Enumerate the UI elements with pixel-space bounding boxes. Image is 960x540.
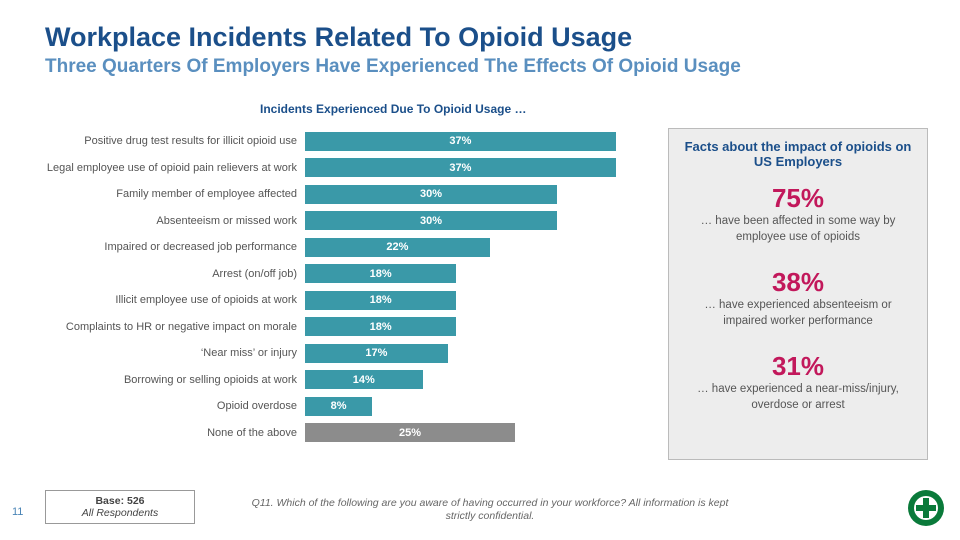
- chart-row-label: Opioid overdose: [45, 400, 305, 412]
- bar-fill: 30%: [305, 185, 557, 204]
- chart-row-label: ‘Near miss’ or injury: [45, 347, 305, 359]
- chart-row-label: Complaints to HR or negative impact on m…: [45, 321, 305, 333]
- chart-row: Opioid overdose 8%: [45, 393, 641, 420]
- bar-fill: 37%: [305, 132, 616, 151]
- chart-row-label: Impaired or decreased job performance: [45, 241, 305, 253]
- base-box: Base: 526 All Respondents: [45, 490, 195, 524]
- bar-track: 18%: [305, 317, 641, 336]
- bar-fill: 25%: [305, 423, 515, 442]
- chart-row: Arrest (on/off job) 18%: [45, 261, 641, 288]
- bar-track: 30%: [305, 185, 641, 204]
- bar-track: 18%: [305, 291, 641, 310]
- bar-value: 37%: [449, 135, 471, 147]
- bar-track: 17%: [305, 344, 641, 363]
- chart-row: Illicit employee use of opioids at work 1…: [45, 287, 641, 314]
- chart-row-label: Absenteeism or missed work: [45, 215, 305, 227]
- chart-row: Positive drug test results for illicit o…: [45, 128, 641, 155]
- bar-fill: 37%: [305, 158, 616, 177]
- bar-fill: 30%: [305, 211, 557, 230]
- bar-value: 25%: [399, 427, 421, 439]
- sidebar-title: Facts about the impact of opioids on US …: [683, 139, 913, 169]
- chart-row-label: Legal employee use of opioid pain reliev…: [45, 162, 305, 174]
- page-number: 11: [12, 506, 23, 518]
- bar-track: 25%: [305, 423, 641, 442]
- bar-value: 18%: [370, 321, 392, 333]
- chart-row: Family member of employee affected 30%: [45, 181, 641, 208]
- bar-fill: 22%: [305, 238, 490, 257]
- bar-value: 8%: [331, 400, 347, 412]
- slide-subtitle: Three Quarters Of Employers Have Experie…: [45, 56, 741, 78]
- fact-percent: 31%: [683, 351, 913, 382]
- bar-fill: 14%: [305, 370, 423, 389]
- chart-row: Complaints to HR or negative impact on m…: [45, 314, 641, 341]
- bar-value: 17%: [365, 347, 387, 359]
- chart-row-label: Positive drug test results for illicit o…: [45, 135, 305, 147]
- bar-value: 22%: [386, 241, 408, 253]
- chart-title: Incidents Experienced Due To Opioid Usag…: [260, 102, 527, 116]
- bar-fill: 17%: [305, 344, 448, 363]
- fact-text: … have experienced a near-miss/injury, o…: [683, 382, 913, 413]
- bar-track: 14%: [305, 370, 641, 389]
- chart-row: Borrowing or selling opioids at work 14%: [45, 367, 641, 394]
- fact-text: … have experienced absenteeism or impair…: [683, 298, 913, 329]
- bar-value: 30%: [420, 215, 442, 227]
- base-line2: All Respondents: [52, 507, 188, 519]
- bar-value: 37%: [449, 162, 471, 174]
- bar-value: 18%: [370, 268, 392, 280]
- fact: 31%… have experienced a near-miss/injury…: [683, 351, 913, 413]
- chart-row-label: Borrowing or selling opioids at work: [45, 374, 305, 386]
- footnote: Q11. Which of the following are you awar…: [250, 497, 730, 524]
- chart-row-label: Arrest (on/off job): [45, 268, 305, 280]
- bar-track: 37%: [305, 158, 641, 177]
- bar-value: 14%: [353, 374, 375, 386]
- bar-chart: Positive drug test results for illicit o…: [45, 128, 641, 446]
- base-line1: Base: 526: [52, 495, 188, 507]
- chart-row: None of the above 25%: [45, 420, 641, 447]
- chart-row: Absenteeism or missed work 30%: [45, 208, 641, 235]
- bar-track: 22%: [305, 238, 641, 257]
- bar-track: 30%: [305, 211, 641, 230]
- chart-row: Legal employee use of opioid pain reliev…: [45, 155, 641, 182]
- chart-row-label: None of the above: [45, 427, 305, 439]
- fact-percent: 75%: [683, 183, 913, 214]
- bar-fill: 8%: [305, 397, 372, 416]
- chart-row: Impaired or decreased job performance 22%: [45, 234, 641, 261]
- bar-track: 18%: [305, 264, 641, 283]
- bar-track: 8%: [305, 397, 641, 416]
- bar-fill: 18%: [305, 291, 456, 310]
- bar-value: 30%: [420, 188, 442, 200]
- bar-fill: 18%: [305, 264, 456, 283]
- fact-percent: 38%: [683, 267, 913, 298]
- slide-title: Workplace Incidents Related To Opioid Us…: [45, 22, 632, 53]
- chart-row-label: Illicit employee use of opioids at work: [45, 294, 305, 306]
- chart-row-label: Family member of employee affected: [45, 188, 305, 200]
- fact: 75%… have been affected in some way by e…: [683, 183, 913, 245]
- bar-fill: 18%: [305, 317, 456, 336]
- nsc-logo-icon: [906, 488, 946, 528]
- bar-value: 18%: [370, 294, 392, 306]
- fact: 38%… have experienced absenteeism or imp…: [683, 267, 913, 329]
- bar-track: 37%: [305, 132, 641, 151]
- facts-sidebar: Facts about the impact of opioids on US …: [668, 128, 928, 460]
- chart-row: ‘Near miss’ or injury 17%: [45, 340, 641, 367]
- fact-text: … have been affected in some way by empl…: [683, 214, 913, 245]
